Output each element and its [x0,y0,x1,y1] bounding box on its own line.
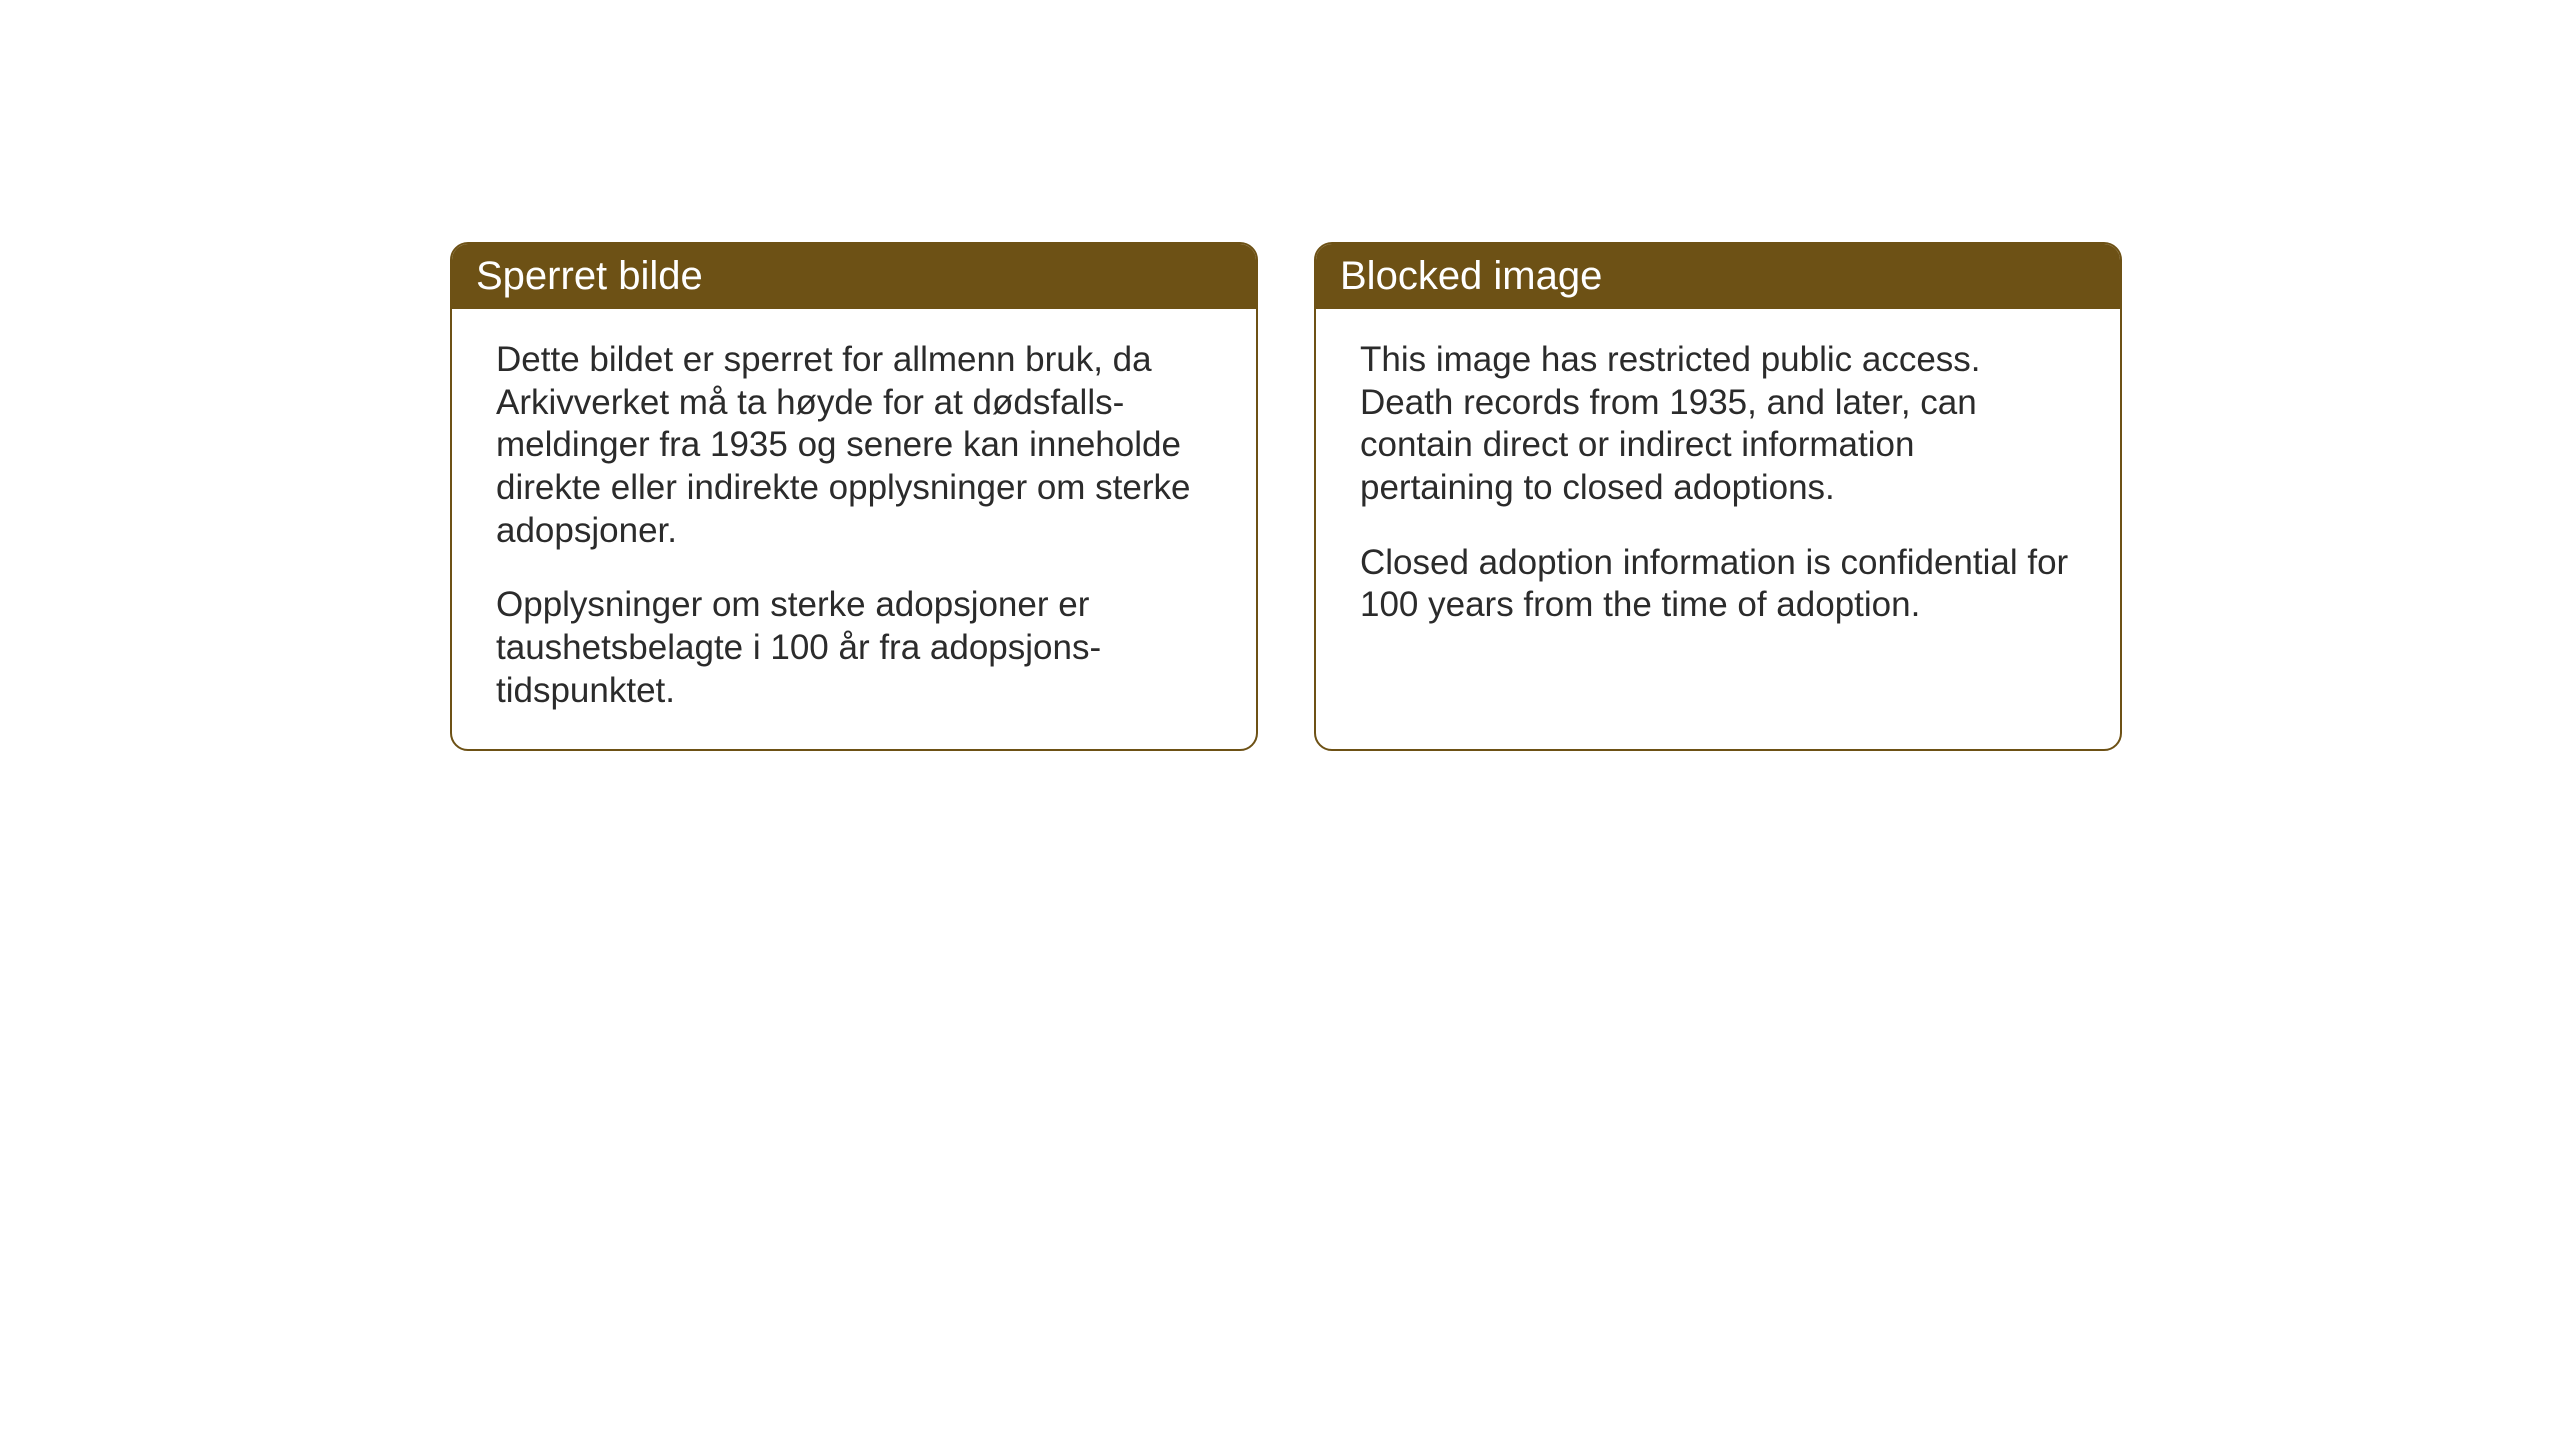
notice-card-english: Blocked image This image has restricted … [1314,242,2122,751]
card-body-norwegian: Dette bildet er sperret for allmenn bruk… [452,309,1256,749]
card-title: Blocked image [1340,254,1602,298]
notice-container: Sperret bilde Dette bildet er sperret fo… [450,242,2122,751]
card-header-norwegian: Sperret bilde [452,244,1256,309]
card-paragraph: Closed adoption information is confident… [1360,542,2076,627]
card-body-english: This image has restricted public access.… [1316,309,2120,717]
notice-card-norwegian: Sperret bilde Dette bildet er sperret fo… [450,242,1258,751]
card-title: Sperret bilde [476,254,703,298]
card-paragraph: Opplysninger om sterke adopsjoner er tau… [496,584,1212,712]
card-header-english: Blocked image [1316,244,2120,309]
card-paragraph: This image has restricted public access.… [1360,339,2076,510]
card-paragraph: Dette bildet er sperret for allmenn bruk… [496,339,1212,552]
